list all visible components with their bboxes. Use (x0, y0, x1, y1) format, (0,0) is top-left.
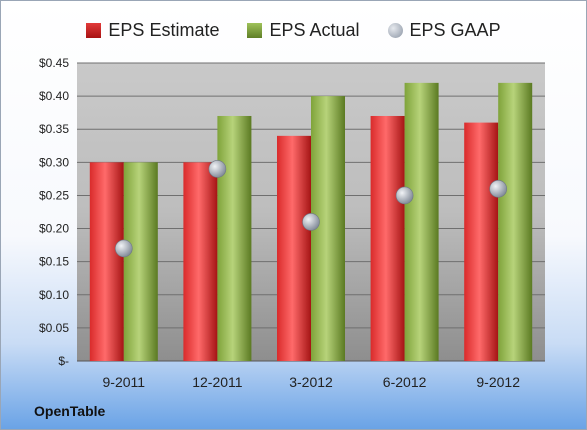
bar-actual-1 (217, 115, 252, 361)
legend-label-eps-gaap: EPS GAAP (409, 19, 501, 40)
y-tick-label-0: $- (58, 354, 69, 368)
x-tick-label-4: 9-2012 (476, 374, 520, 390)
y-tick-label-7: $0.35 (39, 122, 69, 136)
legend-swatch-eps-actual (247, 22, 263, 38)
y-tick-label-1: $0.05 (39, 321, 69, 335)
legend-item-eps-estimate: EPS Estimate (86, 20, 219, 41)
y-tick-label-8: $0.40 (39, 89, 69, 103)
bar-actual-0 (123, 162, 158, 361)
legend-label-eps-estimate: EPS Estimate (108, 19, 220, 40)
legend-item-eps-gaap: EPS GAAP (387, 19, 501, 41)
y-tick-label-3: $0.15 (39, 255, 69, 269)
x-tick-label-0: 9-2011 (103, 374, 146, 390)
bar-estimate-0 (89, 162, 124, 361)
y-tick-label-6: $0.30 (39, 155, 69, 169)
bar-actual-3 (404, 82, 439, 361)
legend: EPS Estimate EPS Actual EPS GAAP (1, 17, 586, 43)
y-tick-label-4: $0.20 (39, 222, 69, 236)
x-tick-label-3: 6-2012 (383, 374, 427, 390)
legend-swatch-eps-estimate (86, 22, 102, 38)
company-name: OpenTable (34, 403, 106, 419)
x-tick-label-1: 12-2011 (192, 374, 243, 390)
y-tick-label-2: $0.10 (39, 288, 69, 302)
legend-swatch-eps-gaap (387, 22, 403, 38)
bar-estimate-4 (464, 122, 499, 361)
marker-gaap-1 (208, 160, 227, 178)
bar-actual-4 (498, 82, 533, 361)
marker-gaap-4 (489, 180, 508, 198)
marker-gaap-2 (302, 213, 320, 231)
bar-estimate-2 (277, 135, 311, 361)
legend-label-eps-actual: EPS Actual (269, 19, 360, 40)
x-tick-label-2: 3-2012 (289, 374, 333, 390)
bar-estimate-1 (183, 162, 218, 361)
legend-item-eps-actual: EPS Actual (247, 19, 360, 41)
y-tick-label-9: $0.45 (39, 56, 69, 70)
marker-gaap-0 (115, 239, 133, 258)
y-tick-label-5: $0.25 (39, 188, 69, 202)
marker-gaap-3 (395, 186, 414, 205)
bar-estimate-3 (370, 115, 405, 361)
